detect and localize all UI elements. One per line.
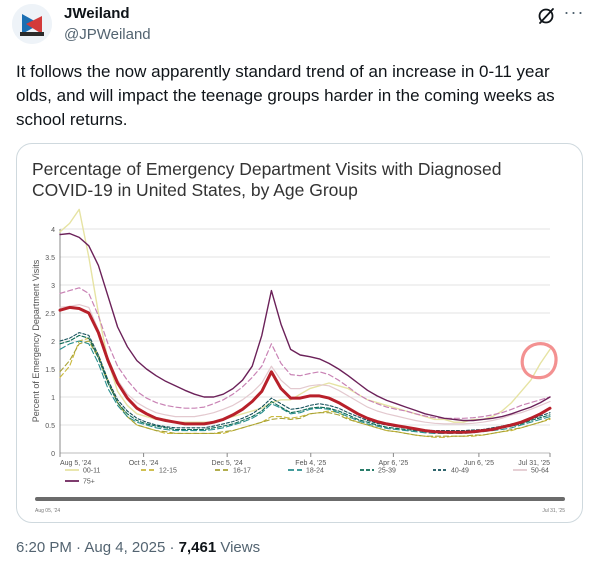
chart-legend: 00-1112-1516-1718-2425-3940-4950-6465-74…: [65, 468, 549, 486]
series-line-40-49: [59, 332, 551, 432]
series-line-overall: [58, 305, 552, 434]
hand-drawn-circle-annotation: [520, 342, 558, 380]
y-tick-label: 3.5: [45, 255, 55, 262]
series-line-00-11: [59, 208, 551, 423]
chart-x-ticks: Aug 5, '24 Oct 5, '24 Dec 5, '24 Feb 4, '25…: [59, 453, 551, 467]
tweet-media-card[interactable]: Percentage of Emergency Department Visit…: [16, 143, 583, 523]
tweet-date[interactable]: Aug 4, 2025: [84, 539, 166, 556]
avatar[interactable]: [12, 4, 52, 44]
x-tick-label: Dec 5, '24: [212, 460, 243, 467]
views-label: Views: [220, 539, 261, 556]
series-line-75-: [59, 232, 551, 422]
chart-series-lines: [58, 208, 552, 438]
more-dots-icon: ···: [563, 2, 585, 22]
series-line-25-39: [59, 334, 551, 433]
y-tick-label: 0: [51, 451, 55, 458]
y-tick-label: 2: [51, 339, 55, 346]
tweet-time[interactable]: 6:20 PM: [16, 539, 72, 556]
range-slider-track: [35, 497, 565, 501]
y-tick-label: 1: [51, 395, 55, 402]
more-options-button[interactable]: ···: [562, 2, 586, 24]
range-end-label: Jul 31, '25: [542, 508, 565, 514]
author-handle[interactable]: @JPWeiland: [64, 26, 151, 43]
x-tick-label: Oct 5, '24: [129, 460, 159, 467]
tweet-text: It follows the now apparently standard t…: [16, 62, 555, 129]
avatar-logo-icon: [12, 4, 52, 44]
legend-label: 40-49: [451, 468, 469, 475]
legend-label: 18-24: [306, 468, 324, 475]
y-tick-label: 1.5: [45, 367, 55, 374]
x-tick-label: Jul 31, '25: [518, 460, 550, 467]
x-tick-label: Aug 5, '24: [60, 460, 91, 467]
meta-separator: ·: [169, 539, 175, 556]
y-tick-label: 4: [51, 227, 55, 234]
chart-annotation: [520, 342, 558, 380]
meta-separator: ·: [76, 539, 82, 556]
chart-title-line1: Percentage of Emergency Department Visit…: [32, 159, 502, 179]
covid-ed-visits-chart: Percentage of Emergency Department Visit…: [31, 159, 565, 514]
legend-label: 25-39: [378, 468, 396, 475]
grok-button[interactable]: [536, 6, 556, 26]
author-name[interactable]: JWeiland: [64, 5, 130, 22]
series-line-50-64: [59, 304, 551, 425]
chart-title-line2: COVID-19 in United States, by Age Group: [32, 180, 358, 200]
legend-label: 16-17: [233, 468, 251, 475]
series-line-65-74: [59, 287, 551, 419]
x-tick-label: Feb 4, '25: [295, 460, 326, 467]
legend-label: 00-11: [83, 468, 100, 475]
legend-label: 75+: [83, 479, 95, 486]
view-count: 7,461: [178, 539, 217, 556]
range-start-label: Aug 05, '24: [35, 508, 60, 514]
x-tick-label: Apr 6, '25: [379, 460, 409, 467]
chart-y-ticks: 0 0.5 1 1.5 2 2.5 3 3.5 4: [45, 227, 55, 458]
series-line-16-17: [59, 340, 551, 437]
legend-label: 12-15: [159, 468, 177, 475]
tweet-meta: 6:20 PM · Aug 4, 2025 · 7,461 Views: [16, 539, 260, 556]
y-tick-label: 0.5: [45, 423, 55, 430]
chart-range-slider[interactable]: Aug 05, '24 Jul 31, '25: [35, 497, 565, 514]
legend-label: 50-64: [531, 468, 549, 475]
y-tick-label: 2.5: [45, 311, 55, 318]
x-tick-label: Jun 6, '25: [464, 460, 494, 467]
chart-y-axis-label: Percent of Emergency Department Visits: [31, 259, 41, 422]
y-tick-label: 3: [51, 283, 55, 290]
grok-slash-icon: [538, 8, 554, 24]
